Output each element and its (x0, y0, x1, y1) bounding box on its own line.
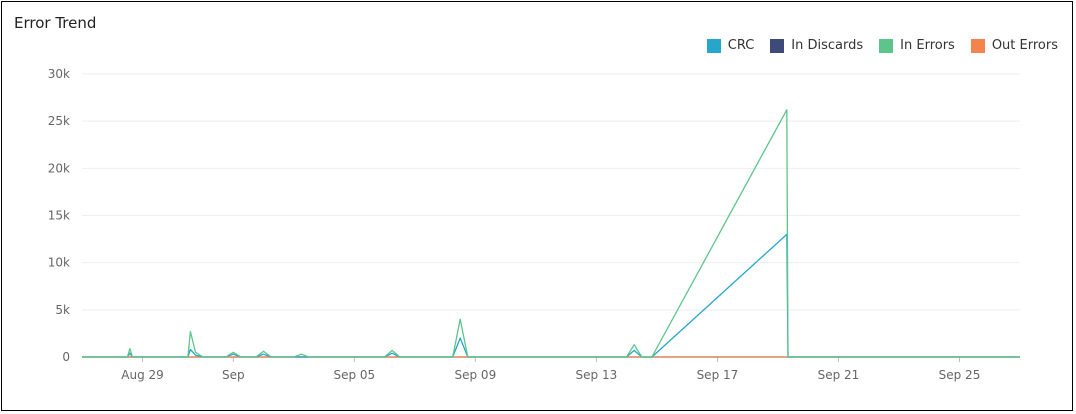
x-tick-label: Sep 13 (576, 368, 618, 382)
y-tick-label: 20k (48, 161, 70, 175)
legend-item-crc[interactable]: CRC (706, 38, 755, 53)
x-axis: Aug 29 Sep Sep 05 Sep 09 Sep 13 Sep 17 Sep 21 S… (82, 356, 1020, 382)
x-tick-label: Sep 05 (333, 368, 375, 382)
y-tick-label: 15k (48, 209, 70, 223)
x-tick-label: Sep 25 (939, 368, 981, 382)
legend-item-in-errors[interactable]: In Errors (879, 38, 955, 53)
y-tick-label: 0 (62, 350, 70, 364)
legend-label: CRC (727, 38, 755, 53)
legend-label: In Errors (900, 38, 955, 53)
x-tick-label: Sep 21 (818, 368, 860, 382)
legend-swatch (970, 38, 985, 53)
legend-swatch (879, 38, 894, 53)
y-tick-label: 10k (48, 256, 70, 270)
grid-lines (82, 73, 1020, 311)
y-axis: 0 5k 10k 15k 20k 25k 30k (48, 67, 70, 364)
legend-swatch (706, 38, 721, 53)
legend-label: Out Errors (991, 38, 1058, 53)
legend-item-in-discards[interactable]: In Discards (770, 38, 863, 53)
series-lines (82, 109, 1020, 358)
x-tick-label: Aug 29 (121, 368, 164, 382)
chart-title: Error Trend (14, 14, 97, 32)
y-tick-label: 25k (48, 114, 70, 128)
legend: CRC In Discards In Errors Out Errors (706, 38, 1058, 53)
legend-item-out-errors[interactable]: Out Errors (970, 38, 1058, 53)
y-tick-label: 30k (48, 67, 70, 81)
legend-label: In Discards (791, 38, 864, 53)
legend-swatch (770, 38, 785, 53)
x-tick-label: Sep 17 (697, 368, 739, 382)
x-tick-label: Sep (222, 368, 245, 382)
x-tick-label: Sep 09 (455, 368, 497, 382)
y-tick-label: 5k (55, 303, 70, 317)
series-line-in-errors (82, 109, 1020, 358)
series-line-crc (82, 233, 1020, 358)
